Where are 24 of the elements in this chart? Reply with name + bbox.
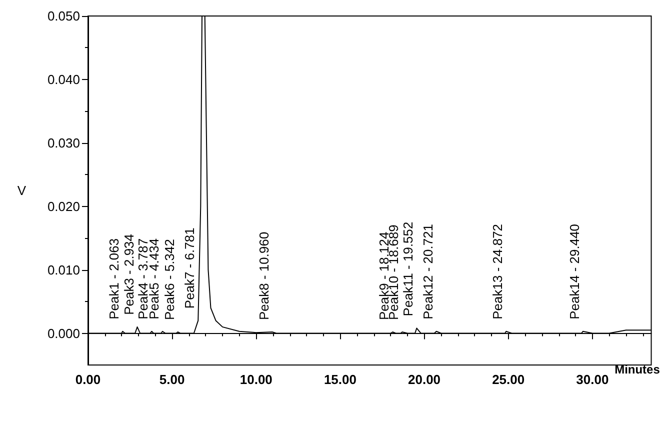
y-tick-label: 0.050	[47, 8, 80, 24]
y-tick-label: 0.040	[47, 72, 80, 87]
annotation: Peak11 - 19.552	[400, 222, 416, 316]
x-tick-label: 25.00	[492, 372, 525, 387]
annotation: Peak7 - 6.781	[182, 228, 198, 309]
annotation: Peak12 - 20.721	[420, 224, 436, 320]
annotation: Peak6 - 5.342	[162, 239, 177, 320]
y-tick-label: 0.010	[47, 262, 80, 278]
annotation: Peak14 - 29.440	[566, 224, 582, 320]
x-tick-label: 10.00	[240, 372, 272, 387]
x-tick-label: 15.00	[324, 372, 356, 387]
annotation: Peak13 - 24.872	[490, 224, 506, 320]
x-axis-title: Minutes	[614, 362, 660, 376]
y-tick-label: 0.030	[47, 135, 80, 150]
annotation: Peak8 - 10.960	[256, 232, 272, 320]
x-tick-label: 30.00	[576, 372, 609, 387]
y-tick-label: 0.020	[47, 198, 80, 214]
x-tick-label: 0.00	[75, 372, 101, 387]
y-axis-title: V	[17, 183, 26, 198]
x-tick-label: 5.00	[159, 372, 185, 387]
y-tick-label: 0.000	[47, 326, 80, 341]
annotation: Peak3 - 2.934	[121, 234, 136, 315]
annotation: Peak1 - 2.063	[106, 238, 122, 320]
x-tick-label: 20.00	[408, 372, 441, 387]
